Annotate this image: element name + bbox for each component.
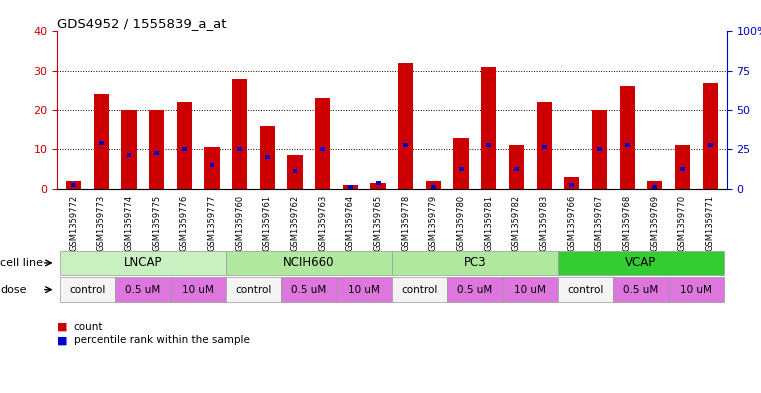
Bar (177, 102, 192, 189)
Text: cell line: cell line (0, 258, 43, 268)
Bar (426, 181, 441, 189)
FancyBboxPatch shape (613, 277, 669, 302)
Text: percentile rank within the sample: percentile rank within the sample (74, 335, 250, 345)
Bar (288, 155, 303, 189)
Bar (652, 185, 658, 189)
Text: 0.5 uM: 0.5 uM (126, 285, 161, 295)
Text: control: control (235, 285, 272, 295)
FancyBboxPatch shape (115, 277, 170, 302)
FancyBboxPatch shape (170, 277, 226, 302)
Bar (675, 145, 690, 189)
Text: ■: ■ (57, 335, 68, 345)
Bar (66, 181, 81, 189)
Bar (371, 183, 386, 189)
FancyBboxPatch shape (226, 277, 282, 302)
Bar (542, 145, 546, 149)
Text: 10 uM: 10 uM (514, 285, 546, 295)
Bar (293, 169, 298, 173)
Bar (702, 83, 718, 189)
Bar (122, 110, 137, 189)
Bar (265, 155, 270, 159)
Bar (403, 143, 408, 147)
Bar (647, 181, 662, 189)
Bar (597, 147, 602, 151)
Bar (708, 143, 712, 147)
Bar (398, 63, 413, 189)
Bar (348, 185, 353, 189)
Text: LNCAP: LNCAP (123, 256, 162, 270)
FancyBboxPatch shape (60, 277, 115, 302)
Text: control: control (401, 285, 438, 295)
Bar (72, 183, 76, 187)
FancyBboxPatch shape (558, 251, 724, 275)
Bar (619, 86, 635, 189)
FancyBboxPatch shape (60, 251, 226, 275)
Text: VCAP: VCAP (626, 256, 657, 270)
FancyBboxPatch shape (392, 277, 447, 302)
Bar (94, 94, 109, 189)
Bar (154, 151, 159, 155)
Text: NCIH660: NCIH660 (283, 256, 335, 270)
Text: 0.5 uM: 0.5 uM (623, 285, 658, 295)
Bar (454, 138, 469, 189)
Bar (315, 98, 330, 189)
Bar (209, 163, 215, 167)
Text: GDS4952 / 1555839_a_at: GDS4952 / 1555839_a_at (57, 17, 227, 30)
Bar (564, 177, 579, 189)
Text: 10 uM: 10 uM (680, 285, 712, 295)
FancyBboxPatch shape (502, 277, 558, 302)
Bar (232, 79, 247, 189)
FancyBboxPatch shape (669, 277, 724, 302)
Text: ■: ■ (57, 321, 68, 332)
Bar (376, 181, 380, 185)
Bar (509, 145, 524, 189)
Bar (149, 110, 164, 189)
Bar (99, 141, 103, 145)
Text: dose: dose (0, 285, 27, 295)
FancyBboxPatch shape (226, 251, 392, 275)
Bar (680, 167, 685, 171)
Bar (126, 153, 132, 157)
Bar (481, 67, 496, 189)
Text: PC3: PC3 (463, 256, 486, 270)
Bar (537, 102, 552, 189)
Bar (182, 147, 186, 151)
Bar (514, 167, 519, 171)
Bar (486, 143, 491, 147)
Bar (459, 167, 463, 171)
Bar (342, 185, 358, 189)
Bar (205, 147, 220, 189)
Bar (592, 110, 607, 189)
Text: 0.5 uM: 0.5 uM (457, 285, 492, 295)
Text: count: count (74, 321, 103, 332)
Bar (431, 185, 436, 189)
Bar (320, 147, 325, 151)
Bar (625, 143, 629, 147)
FancyBboxPatch shape (447, 277, 502, 302)
Text: 10 uM: 10 uM (183, 285, 214, 295)
FancyBboxPatch shape (392, 251, 558, 275)
FancyBboxPatch shape (336, 277, 392, 302)
Text: control: control (568, 285, 603, 295)
Text: 0.5 uM: 0.5 uM (291, 285, 326, 295)
Text: control: control (69, 285, 106, 295)
Bar (237, 147, 242, 151)
FancyBboxPatch shape (282, 277, 336, 302)
Text: 10 uM: 10 uM (349, 285, 380, 295)
Bar (569, 183, 575, 187)
FancyBboxPatch shape (558, 277, 613, 302)
Bar (260, 126, 275, 189)
